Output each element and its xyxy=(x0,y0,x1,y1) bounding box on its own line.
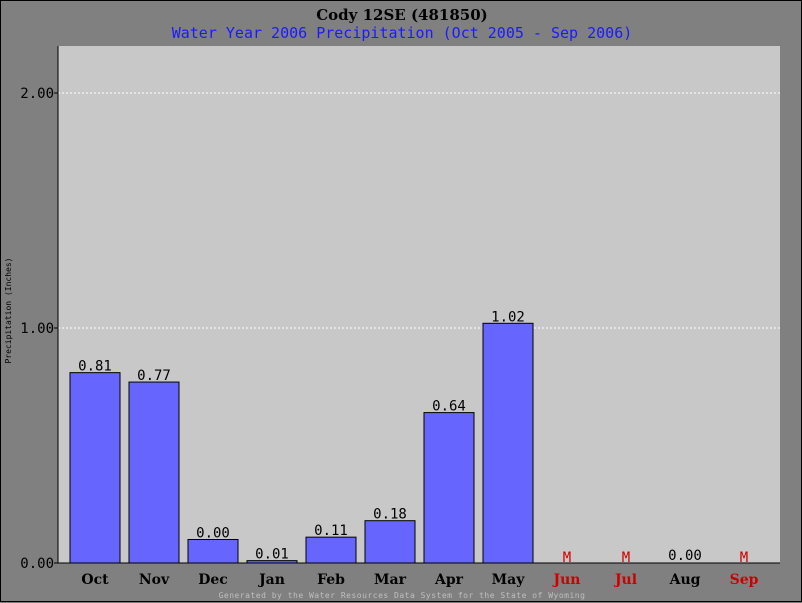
bar-feb xyxy=(305,536,357,564)
category-label-jan: Jan xyxy=(257,572,285,588)
category-label-oct: Oct xyxy=(81,572,109,588)
value-label-feb: 0.11 xyxy=(314,523,348,539)
category-label-aug: Aug xyxy=(669,572,701,588)
category-label-sep: Sep xyxy=(730,572,759,588)
category-label-nov: Nov xyxy=(139,572,170,588)
bar-oct xyxy=(69,372,121,564)
category-label-apr: Apr xyxy=(434,572,464,588)
bar-nov xyxy=(128,381,180,564)
footer-credit: Generated by the Water Resources Data Sy… xyxy=(218,591,586,600)
value-label-jan: 0.01 xyxy=(255,547,289,563)
chart-subtitle: Water Year 2006 Precipitation (Oct 2005 … xyxy=(171,24,633,42)
category-label-jun: Jun xyxy=(552,572,581,588)
y-axis-title: Precipitation (Inches) xyxy=(4,258,13,364)
value-label-dec: 0.00 xyxy=(196,526,230,542)
value-label-jun: M xyxy=(563,550,571,566)
y-tick-label: 2.00 xyxy=(20,86,54,102)
category-label-feb: Feb xyxy=(317,572,345,588)
value-label-apr: 0.64 xyxy=(432,399,466,415)
category-label-dec: Dec xyxy=(198,572,228,588)
category-label-jul: Jul xyxy=(613,572,637,588)
value-label-may: 1.02 xyxy=(491,309,525,325)
bar-mar xyxy=(364,520,416,564)
bar-may xyxy=(482,322,534,564)
bar-dec xyxy=(187,539,239,564)
y-tick-label: 0.00 xyxy=(20,556,54,572)
value-label-mar: 0.18 xyxy=(373,507,407,523)
value-label-nov: 0.77 xyxy=(137,368,171,384)
value-label-jul: M xyxy=(622,550,630,566)
category-label-mar: Mar xyxy=(374,572,407,588)
value-label-aug: 0.00 xyxy=(668,548,702,564)
chart-title: Cody 12SE (481850) xyxy=(316,6,488,24)
value-label-sep: M xyxy=(740,550,748,566)
y-tick-label: 1.00 xyxy=(20,321,54,337)
value-label-oct: 0.81 xyxy=(78,359,112,375)
category-label-may: May xyxy=(492,572,526,588)
bar-apr xyxy=(423,412,475,564)
